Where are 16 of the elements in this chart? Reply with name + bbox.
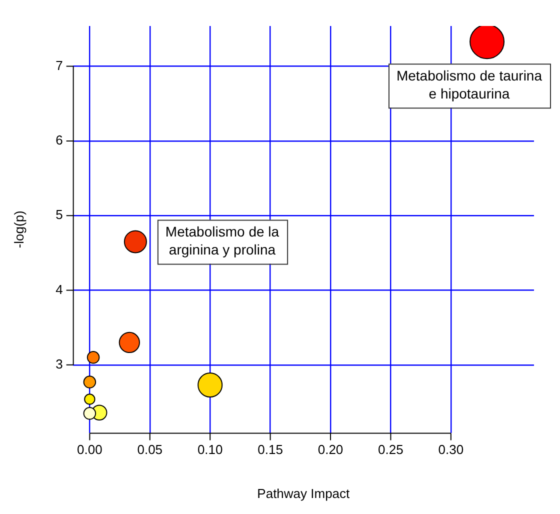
- y-tick-label: 6: [56, 132, 63, 148]
- annotation: Metabolismo de la arginina y prolina: [165, 224, 280, 258]
- y-tick-label: 3: [56, 356, 63, 372]
- x-tick-label: 0.10: [197, 442, 223, 458]
- annotation: Metabolismo de taurina e hipotaurina: [396, 68, 542, 102]
- x-tick-label: 0.00: [77, 442, 102, 458]
- y-axis-title: -log(p): [11, 210, 26, 248]
- x-tick-label: 0.05: [137, 442, 163, 458]
- y-tick-label: 7: [56, 58, 63, 73]
- x-tick-label: 0.30: [438, 442, 464, 458]
- x-tick-label: 0.20: [318, 442, 344, 458]
- x-tick-label: 0.15: [258, 442, 283, 458]
- y-tick-label: 4: [56, 282, 63, 297]
- x-axis-title: Pathway Impact: [257, 486, 350, 501]
- x-tick-label: 0.25: [378, 442, 404, 458]
- y-tick-label: 5: [56, 207, 63, 222]
